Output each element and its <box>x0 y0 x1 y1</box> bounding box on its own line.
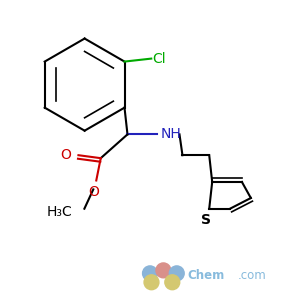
Circle shape <box>144 275 159 290</box>
Text: .com: .com <box>238 269 266 282</box>
Circle shape <box>142 266 158 281</box>
Circle shape <box>169 266 184 281</box>
Text: S: S <box>201 213 211 227</box>
Text: Cl: Cl <box>153 52 166 66</box>
Text: O: O <box>60 148 71 162</box>
Text: H₃C: H₃C <box>47 205 73 219</box>
Text: O: O <box>88 185 99 199</box>
Text: NH: NH <box>160 128 181 141</box>
Circle shape <box>165 275 180 290</box>
Circle shape <box>156 263 171 278</box>
Text: Chem: Chem <box>187 269 224 282</box>
